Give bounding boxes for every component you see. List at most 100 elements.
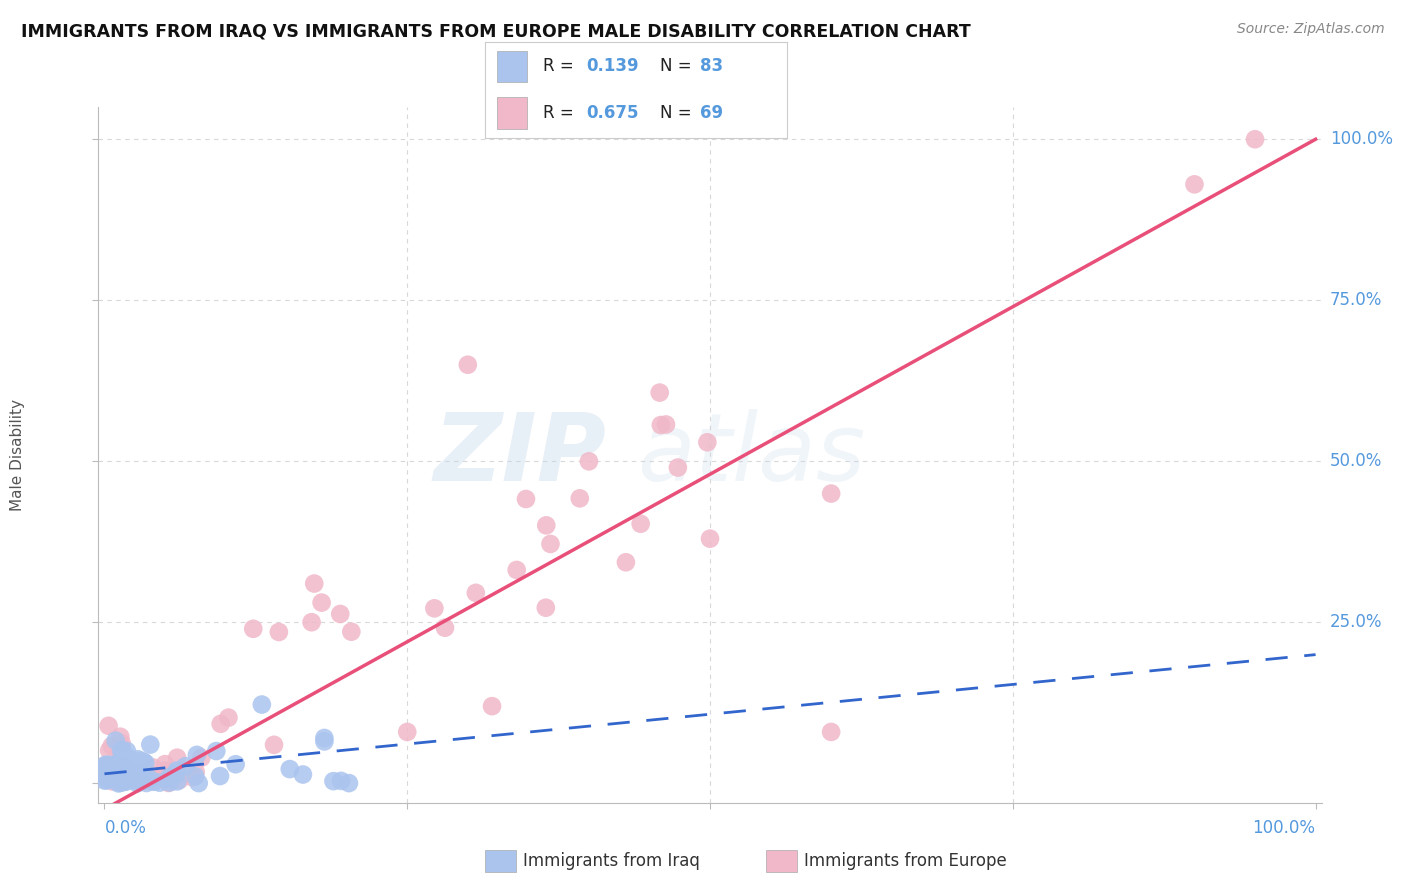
Point	[209, 716, 232, 731]
Point	[820, 486, 842, 500]
Point	[97, 719, 120, 733]
Point	[648, 385, 671, 400]
Point	[114, 775, 136, 789]
Text: 25.0%: 25.0%	[1330, 614, 1382, 632]
Point	[96, 772, 118, 787]
Point	[96, 773, 118, 788]
Point	[101, 769, 124, 783]
Bar	[498, 51, 527, 82]
Point	[104, 733, 127, 747]
Point	[534, 600, 557, 615]
Text: Immigrants from Europe: Immigrants from Europe	[804, 852, 1007, 871]
Point	[187, 776, 209, 790]
Point	[131, 774, 153, 789]
Bar	[498, 97, 527, 128]
Point	[267, 625, 290, 640]
Point	[337, 776, 360, 790]
Point	[578, 454, 600, 468]
Point	[127, 776, 149, 790]
Point	[481, 699, 503, 714]
Point	[107, 756, 129, 771]
Point	[127, 752, 149, 766]
Point	[148, 775, 170, 789]
Point	[128, 771, 150, 785]
Point	[107, 762, 129, 776]
Point	[184, 764, 207, 779]
Point	[111, 743, 134, 757]
Point	[132, 755, 155, 769]
Point	[153, 764, 176, 778]
Text: 69: 69	[700, 103, 723, 121]
Text: Immigrants from Iraq: Immigrants from Iraq	[523, 852, 700, 871]
Point	[157, 776, 180, 790]
Point	[322, 774, 344, 789]
Point	[94, 763, 117, 777]
Point	[1184, 178, 1206, 192]
Point	[314, 734, 336, 748]
Point	[329, 607, 352, 621]
Point	[505, 563, 527, 577]
Point	[120, 764, 142, 779]
Point	[104, 757, 127, 772]
Point	[142, 760, 165, 774]
Point	[184, 769, 207, 783]
Point	[139, 738, 162, 752]
Point	[190, 750, 212, 764]
Point	[125, 760, 148, 774]
Point	[121, 772, 143, 786]
Text: ZIP: ZIP	[433, 409, 606, 501]
Point	[614, 555, 637, 569]
Point	[111, 761, 134, 775]
Text: 75.0%: 75.0%	[1330, 292, 1382, 310]
Text: 100.0%: 100.0%	[1330, 130, 1393, 148]
Point	[820, 725, 842, 739]
Point	[120, 770, 142, 784]
Point	[103, 765, 125, 780]
Point	[118, 770, 141, 784]
Point	[101, 774, 124, 789]
Point	[96, 766, 118, 780]
Point	[129, 754, 152, 768]
Point	[112, 774, 135, 789]
Point	[166, 764, 188, 778]
Point	[100, 769, 122, 783]
Point	[105, 767, 128, 781]
Point	[699, 532, 721, 546]
Point	[103, 769, 125, 783]
Point	[129, 766, 152, 781]
Point	[132, 769, 155, 783]
Point	[111, 770, 134, 784]
Point	[104, 772, 127, 787]
Point	[100, 765, 122, 780]
Text: IMMIGRANTS FROM IRAQ VS IMMIGRANTS FROM EUROPE MALE DISABILITY CORRELATION CHART: IMMIGRANTS FROM IRAQ VS IMMIGRANTS FROM …	[21, 22, 970, 40]
Point	[94, 769, 117, 783]
Point	[135, 776, 157, 790]
Point	[263, 738, 285, 752]
Point	[94, 758, 117, 772]
Point	[142, 774, 165, 789]
Point	[134, 756, 156, 770]
Point	[536, 518, 558, 533]
Point	[107, 762, 129, 776]
Point	[291, 767, 314, 781]
Point	[96, 758, 118, 772]
Point	[114, 758, 136, 772]
Point	[138, 772, 160, 786]
Point	[108, 772, 131, 786]
Point	[128, 766, 150, 780]
Point	[208, 769, 231, 783]
Point	[110, 775, 132, 789]
Point	[396, 725, 419, 739]
Text: atlas: atlas	[637, 409, 865, 500]
Point	[100, 739, 122, 753]
Point	[340, 624, 363, 639]
Point	[650, 418, 672, 433]
Text: 0.139: 0.139	[586, 57, 638, 76]
Point	[117, 755, 139, 769]
Point	[217, 711, 239, 725]
Text: 0.0%: 0.0%	[104, 819, 146, 837]
Point	[110, 776, 132, 790]
Point	[120, 753, 142, 767]
Point	[121, 768, 143, 782]
Point	[100, 770, 122, 784]
